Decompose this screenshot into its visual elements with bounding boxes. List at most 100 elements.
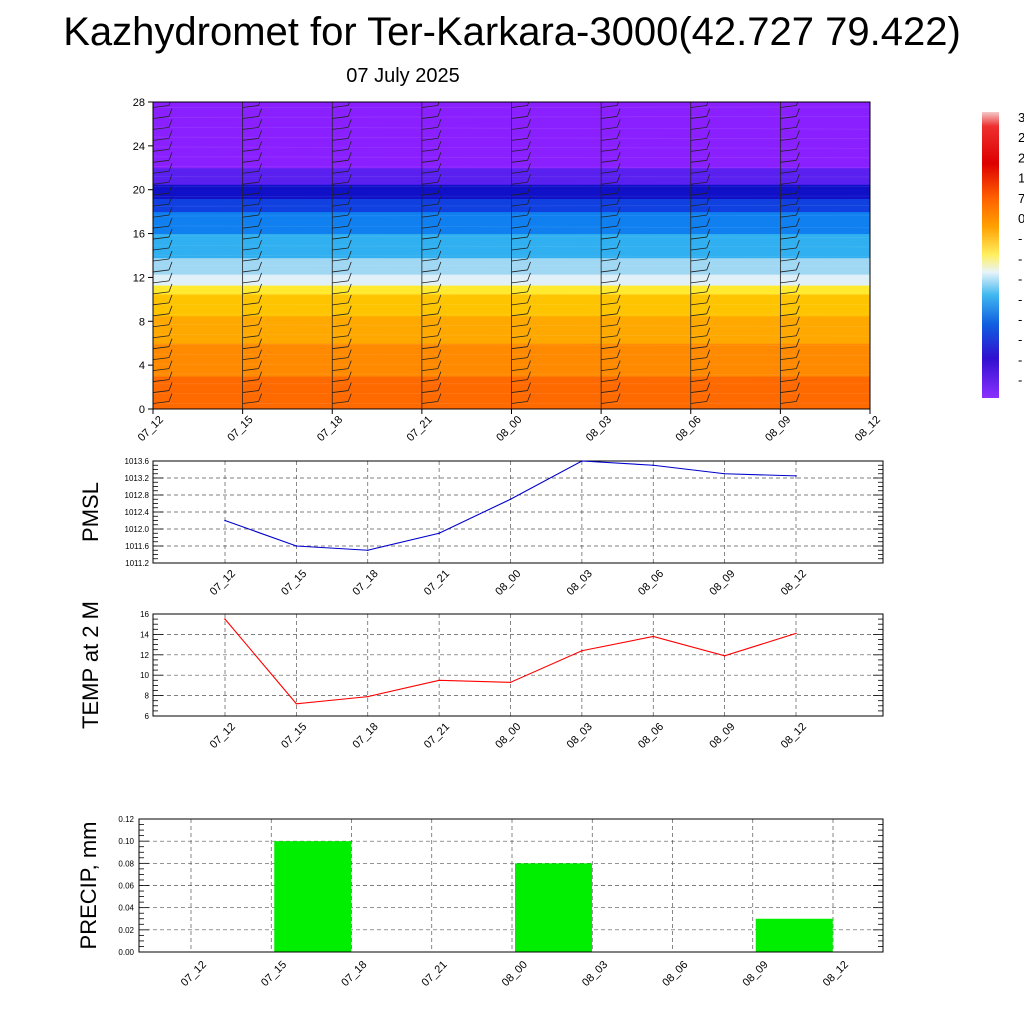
wind-barb	[780, 280, 797, 284]
wind-barb-flag	[258, 228, 262, 238]
wind-barb-flag	[886, 196, 889, 204]
wind-barb-flag	[616, 250, 621, 260]
wind-barb-flag	[168, 141, 173, 150]
data-point	[509, 498, 512, 501]
wind-barb	[511, 247, 528, 251]
wind-barb	[690, 291, 707, 295]
wind-barb	[332, 258, 349, 262]
wind-barb-flag	[347, 305, 352, 314]
wind-barb-flag	[258, 174, 262, 183]
wind-barb-flag	[437, 393, 442, 402]
wind-barb-flag	[168, 174, 173, 183]
wind-barb-flag	[527, 174, 531, 183]
wind-barb	[153, 137, 170, 141]
wind-barb	[601, 390, 618, 393]
wind-barb	[869, 370, 870, 371]
wind-barb	[242, 148, 259, 152]
wind-barb	[690, 247, 707, 251]
colorbar-label: 1	[1018, 171, 1024, 186]
wind-barb	[601, 225, 618, 229]
wind-barb	[153, 105, 170, 108]
wind-barb-flag	[168, 272, 173, 282]
wind-barb-flag	[886, 141, 889, 149]
wind-barb	[242, 291, 259, 295]
precip-bar	[755, 918, 833, 952]
wind-barb-flag	[168, 185, 173, 194]
colorbar-label: -	[1018, 292, 1022, 307]
wind-barb	[780, 181, 797, 185]
wind-barb	[511, 291, 528, 295]
wind-barb	[601, 313, 618, 317]
wind-barb-flag	[886, 119, 889, 127]
wind-barb-flag	[616, 239, 621, 249]
wind-barb-flag	[347, 217, 352, 227]
wind-barb	[332, 280, 349, 284]
wind-barb-flag	[347, 327, 352, 336]
wind-barb-flag	[347, 272, 352, 282]
wind-barb-flag	[258, 250, 262, 260]
wind-barb-flag	[796, 360, 800, 369]
wind-barb	[153, 335, 170, 339]
x-tick-label: 08_03	[565, 721, 595, 751]
x-tick-label: 08_09	[763, 414, 793, 444]
x-tick-label: 08_06	[636, 721, 666, 751]
wind-barb-flag	[258, 272, 262, 282]
colorbar-label: 7	[1018, 191, 1024, 206]
wind-barb-column	[511, 102, 531, 409]
x-tick-label: 08_09	[707, 721, 737, 751]
wind-barb	[690, 148, 707, 152]
colorbar-label: -	[1018, 251, 1022, 266]
wind-barb	[601, 379, 618, 382]
wind-barb-flag	[168, 108, 173, 117]
wind-barb-flag	[706, 196, 711, 205]
wind-barb	[869, 227, 870, 229]
wind-barb	[690, 346, 707, 350]
wind-barb	[421, 346, 438, 350]
wind-barb	[242, 401, 259, 404]
wind-barb	[601, 269, 618, 273]
wind-barb	[332, 170, 349, 174]
wind-barb-flag	[796, 130, 800, 139]
wind-barb-flag	[527, 272, 531, 282]
wind-barb-flag	[706, 174, 711, 183]
wind-barb-flag	[258, 316, 262, 325]
data-point	[509, 681, 512, 684]
wind-barb-flag	[886, 361, 889, 369]
wind-barb-column	[331, 102, 352, 409]
wind-barb-flag	[796, 272, 800, 282]
wind-barb-flag	[168, 338, 173, 347]
wind-barb-flag	[527, 250, 531, 260]
wind-barb-flag	[796, 305, 800, 314]
wind-barb-flag	[258, 261, 262, 271]
wind-barb	[690, 401, 707, 404]
wind-barb	[153, 357, 170, 361]
wind-barb-flag	[796, 338, 800, 347]
wind-barb-flag	[258, 152, 262, 161]
wind-barb-flag	[347, 239, 352, 249]
wind-barb-flag	[616, 119, 621, 128]
wind-barb-flag	[706, 338, 711, 347]
wind-barb	[511, 236, 528, 240]
wind-barb	[153, 225, 170, 229]
wind-barb-flag	[347, 228, 352, 238]
wind-barb	[780, 225, 797, 229]
wind-barb-flag	[886, 152, 889, 160]
y-tick-label: 0.08	[118, 859, 134, 868]
wind-barb	[780, 313, 797, 317]
y-tick-label: 12	[140, 651, 149, 660]
wind-barb-flag	[347, 261, 352, 271]
wind-barb	[242, 127, 259, 130]
wind-barb	[780, 335, 797, 339]
wind-barb	[153, 258, 170, 262]
wind-barb	[421, 313, 438, 317]
wind-barb-flag	[437, 239, 442, 249]
colorbar-label: -	[1018, 352, 1022, 367]
wind-barb-flag	[886, 306, 889, 314]
wind-barb	[690, 203, 707, 207]
wind-barb	[690, 105, 707, 108]
wind-barb	[153, 269, 170, 273]
wind-barb	[153, 313, 170, 317]
y-tick-label: 1012.4	[125, 508, 150, 517]
wind-barb-flag	[258, 217, 262, 227]
wind-barb-flag	[437, 228, 442, 238]
